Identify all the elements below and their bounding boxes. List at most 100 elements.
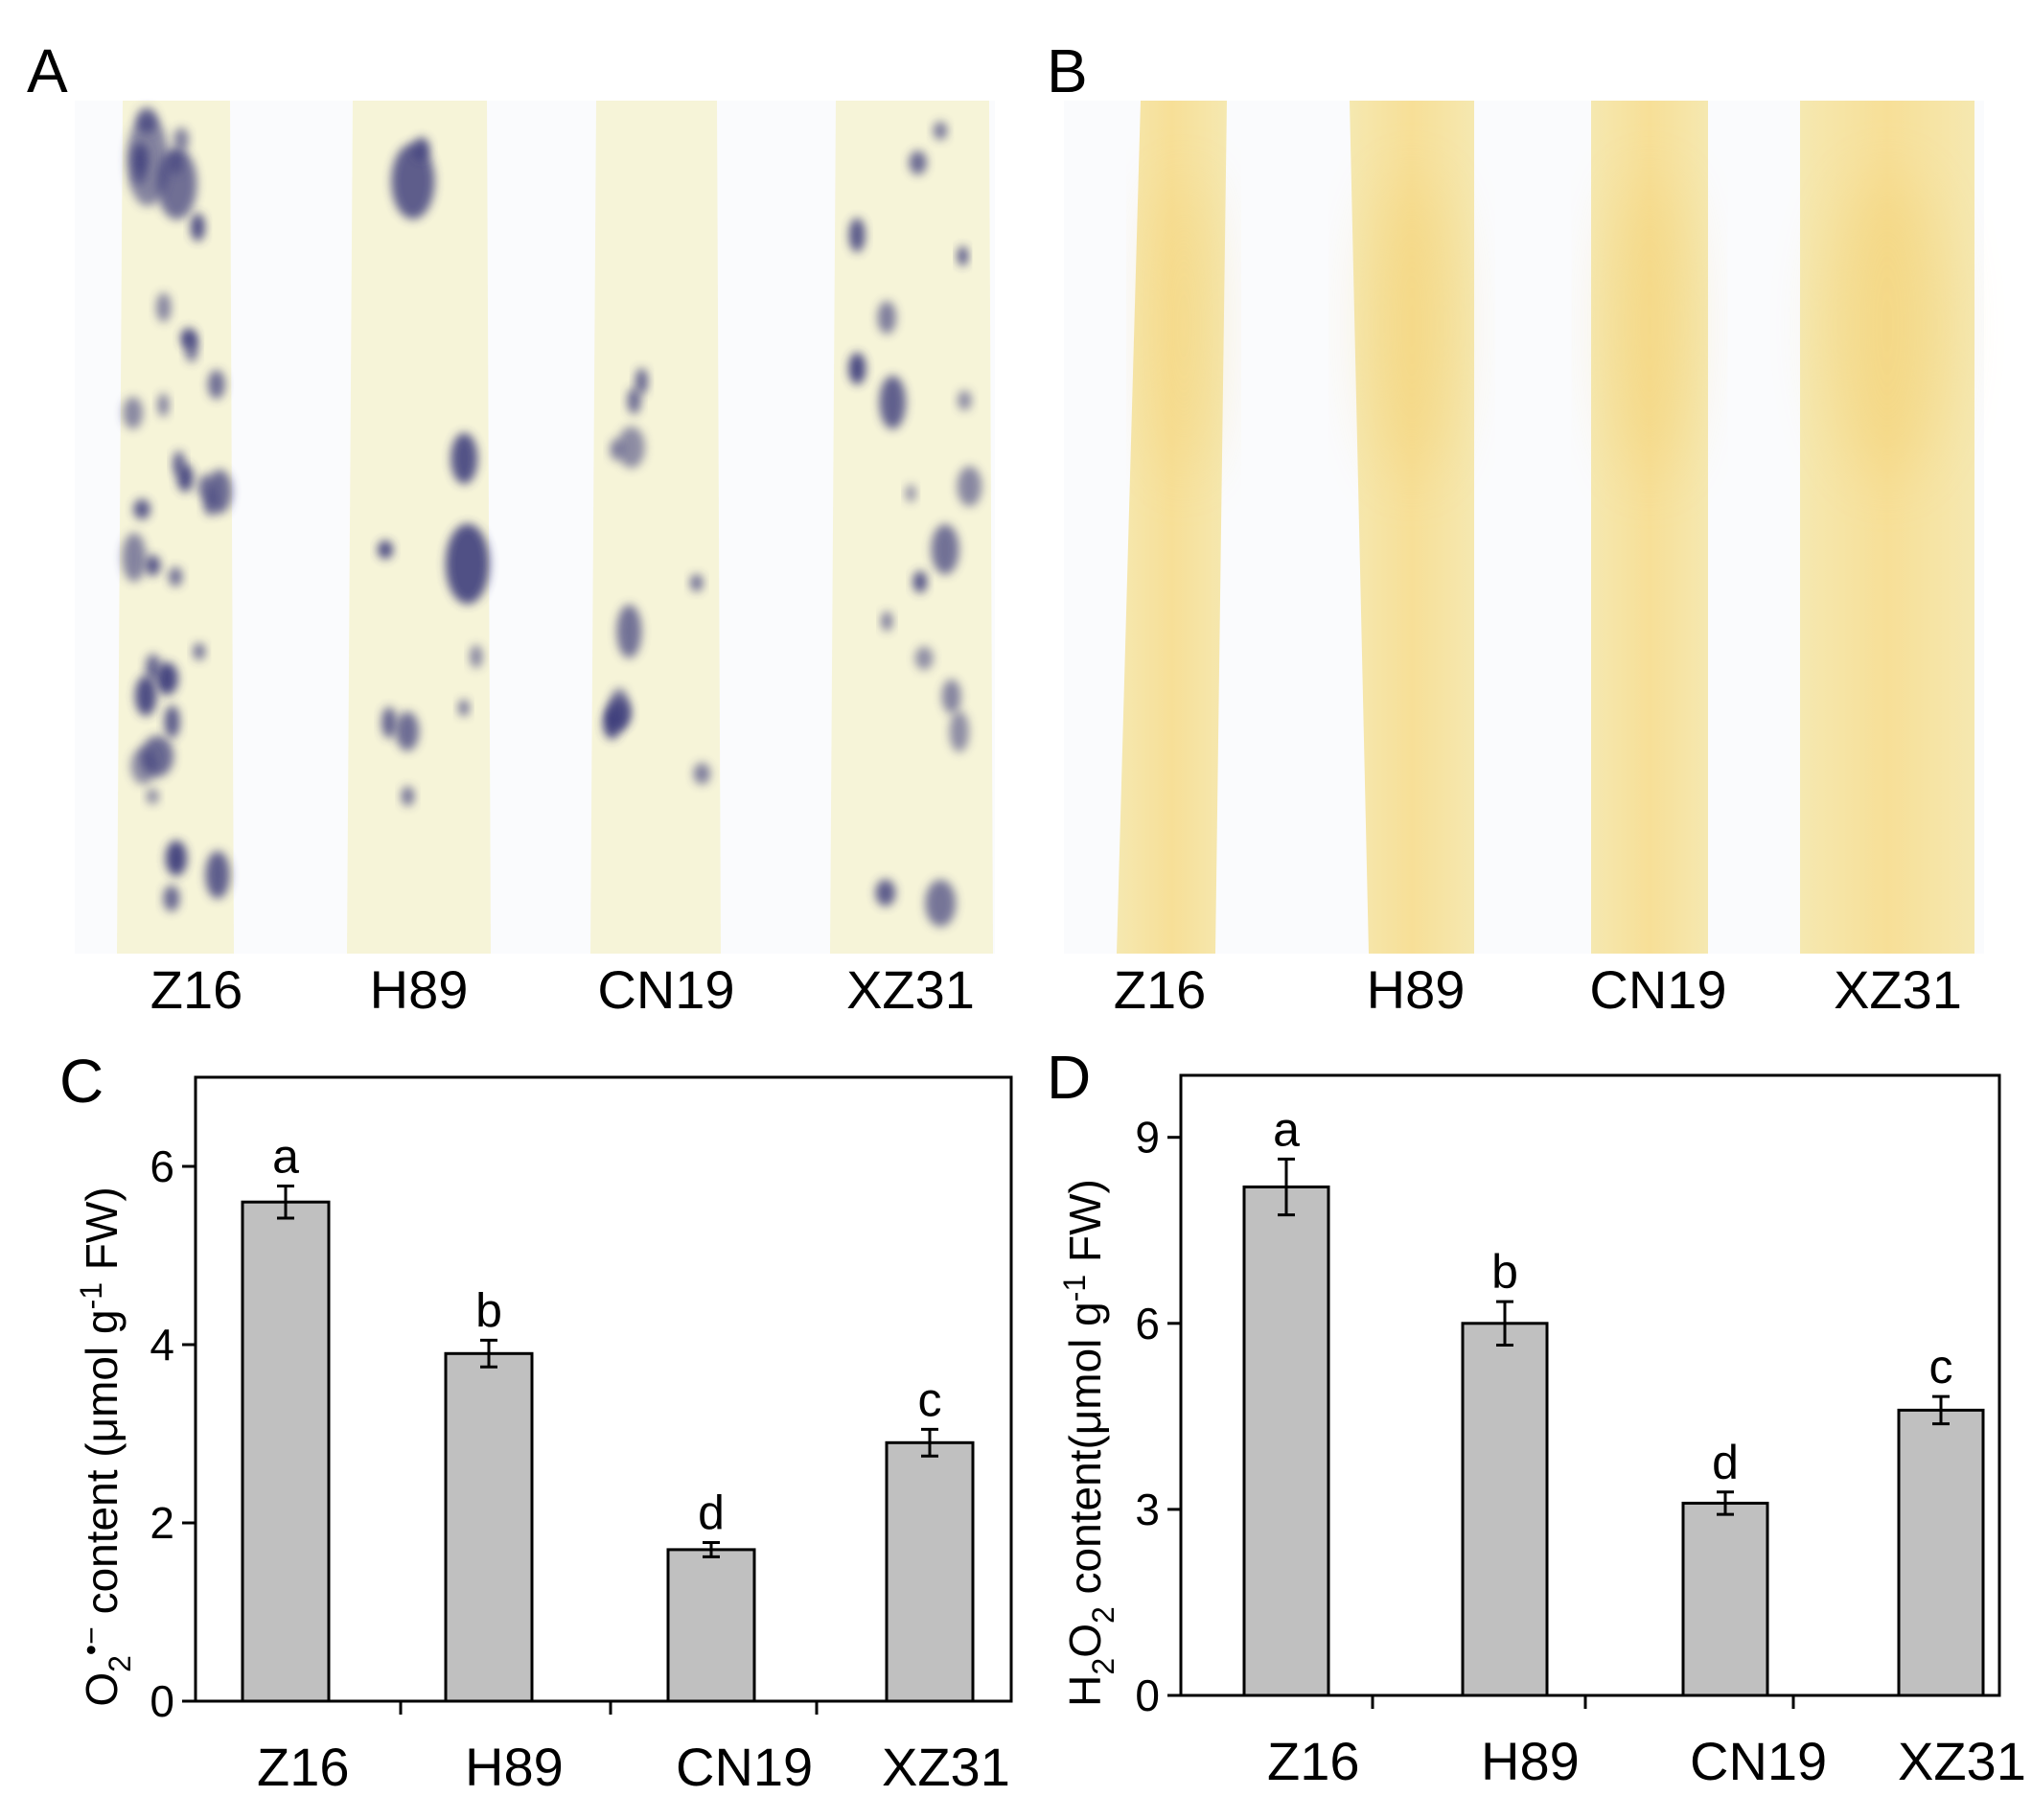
nbt-leaf xyxy=(347,101,491,954)
significance-letter: b xyxy=(1491,1245,1518,1299)
nbt-stain-spot xyxy=(145,555,161,576)
category-label: H89 xyxy=(1481,1731,1580,1791)
y-tick-label: 6 xyxy=(150,1141,174,1191)
nbt-leaf xyxy=(117,101,234,954)
nbt-stain-spot xyxy=(958,390,972,411)
nbt-stain-spot xyxy=(875,879,896,907)
nbt-stain-spot xyxy=(381,706,397,739)
nbt-stain-spot xyxy=(168,150,183,174)
nbt-stain-spot xyxy=(193,643,206,660)
nbt-stain-spot xyxy=(881,611,892,632)
nbt-stain-spot xyxy=(205,851,230,899)
nbt-stain-spot xyxy=(164,704,180,739)
nbt-stain-spot xyxy=(169,566,183,587)
nbt-stain-spot xyxy=(609,688,630,731)
plot-frame xyxy=(194,1075,1013,1703)
bar xyxy=(1681,1501,1769,1697)
nbt-stain-spot xyxy=(925,879,957,927)
category-label: Z16 xyxy=(1267,1731,1360,1791)
nbt-stain-spot xyxy=(378,540,393,560)
nbt-stain-spot xyxy=(879,376,907,429)
bar xyxy=(1461,1322,1549,1697)
nbt-stain-spot xyxy=(190,213,205,242)
dab-stain xyxy=(1155,173,1212,479)
nbt-stain-spot xyxy=(906,484,916,502)
y-tick-label: 9 xyxy=(1135,1113,1160,1163)
nbt-stain-spot xyxy=(931,523,959,575)
bar xyxy=(666,1548,756,1703)
panel-letter-a: A xyxy=(27,36,68,105)
nbt-leaf-group xyxy=(117,101,993,954)
category-label: XZ31 xyxy=(1898,1731,2026,1791)
nbt-stain-spot xyxy=(627,387,641,414)
nbt-stain-spot xyxy=(877,301,896,334)
nbt-stain-spot xyxy=(163,885,180,911)
nbt-stain-spot xyxy=(949,710,969,752)
significance-letter: c xyxy=(918,1372,942,1426)
leaf-label-b-h89: H89 xyxy=(1367,959,1466,1020)
nbt-stain-spot xyxy=(450,432,478,484)
category-label: CN19 xyxy=(1690,1731,1827,1791)
panel-letter-b: B xyxy=(1047,36,1088,105)
bar xyxy=(885,1440,975,1703)
nbt-stain-spot xyxy=(912,570,928,593)
nbt-stain-spot xyxy=(693,763,710,785)
bar xyxy=(1242,1185,1330,1697)
nbt-stain-spot xyxy=(848,218,866,253)
nbt-stain-spot xyxy=(848,352,866,385)
nbt-stain-spot xyxy=(134,676,157,716)
nbt-stain-spot xyxy=(958,245,968,266)
nbt-stain-spot xyxy=(957,466,982,507)
nbt-stain-spot xyxy=(391,143,435,219)
panel-d-h2o2-chart: 0 3 6 9 a Z16 b H89 d CN19 c XZ31 H2O2 content(μmol … xyxy=(1057,1073,2026,1791)
panel-a-nbt-leaves: Z16 H89 CN19 XZ31 xyxy=(75,101,995,1020)
category-label: Z16 xyxy=(257,1737,350,1797)
panel-letter-c: C xyxy=(59,1047,104,1116)
dab-stain xyxy=(1829,173,1946,479)
nbt-stain-spot xyxy=(413,137,430,160)
nbt-stain-spot xyxy=(123,396,143,429)
nbt-stain-spot xyxy=(617,426,645,469)
category-label: H89 xyxy=(465,1737,564,1797)
leaf-label-a-xz31: XZ31 xyxy=(846,959,975,1020)
nbt-stain-spot xyxy=(690,574,704,592)
nbt-stain-spot xyxy=(146,788,159,805)
nbt-stain-spot xyxy=(909,150,927,175)
nbt-stain-spot xyxy=(207,370,225,400)
bar xyxy=(444,1351,534,1703)
y-tick-label: 3 xyxy=(1135,1485,1160,1534)
leaf-label-b-z16: Z16 xyxy=(1114,959,1207,1020)
bar xyxy=(241,1200,331,1703)
nbt-stain-spot xyxy=(130,748,156,785)
panel-b-dab-leaves: Z16 H89 CN19 XZ31 xyxy=(1064,101,1984,1020)
y-tick-label: 2 xyxy=(150,1498,174,1548)
nbt-stain-spot xyxy=(941,679,961,714)
nbt-stain-spot xyxy=(131,143,150,174)
nbt-stain-spot xyxy=(914,646,934,670)
y-tick-label: 0 xyxy=(150,1676,174,1726)
bar xyxy=(1897,1408,1985,1697)
category-label: XZ31 xyxy=(882,1737,1010,1797)
nbt-stain-spot xyxy=(173,450,185,476)
nbt-stain-spot xyxy=(157,393,170,417)
dab-stain xyxy=(1610,173,1689,479)
nbt-stain-spot xyxy=(180,328,197,349)
significance-letter: d xyxy=(1712,1436,1739,1489)
nbt-stain-spot xyxy=(155,661,178,696)
nbt-leaf xyxy=(590,101,721,954)
significance-letter: b xyxy=(475,1283,502,1337)
leaf-label-b-cn19: CN19 xyxy=(1589,959,1726,1020)
nbt-stain-spot xyxy=(610,439,624,461)
nbt-stain-spot xyxy=(173,127,189,151)
significance-letter: c xyxy=(1929,1340,1953,1394)
nbt-stain-spot xyxy=(445,523,490,605)
y-axis-title: O2•− content (μmol g-1 FW) xyxy=(74,1186,137,1706)
category-label: CN19 xyxy=(676,1737,813,1797)
nbt-stain-spot xyxy=(165,841,187,876)
panel-letter-d: D xyxy=(1047,1043,1091,1112)
nbt-stain-spot xyxy=(458,699,470,717)
nbt-stain-spot xyxy=(156,292,172,323)
nbt-stain-spot xyxy=(136,107,157,134)
nbt-stain-spot xyxy=(616,604,642,658)
